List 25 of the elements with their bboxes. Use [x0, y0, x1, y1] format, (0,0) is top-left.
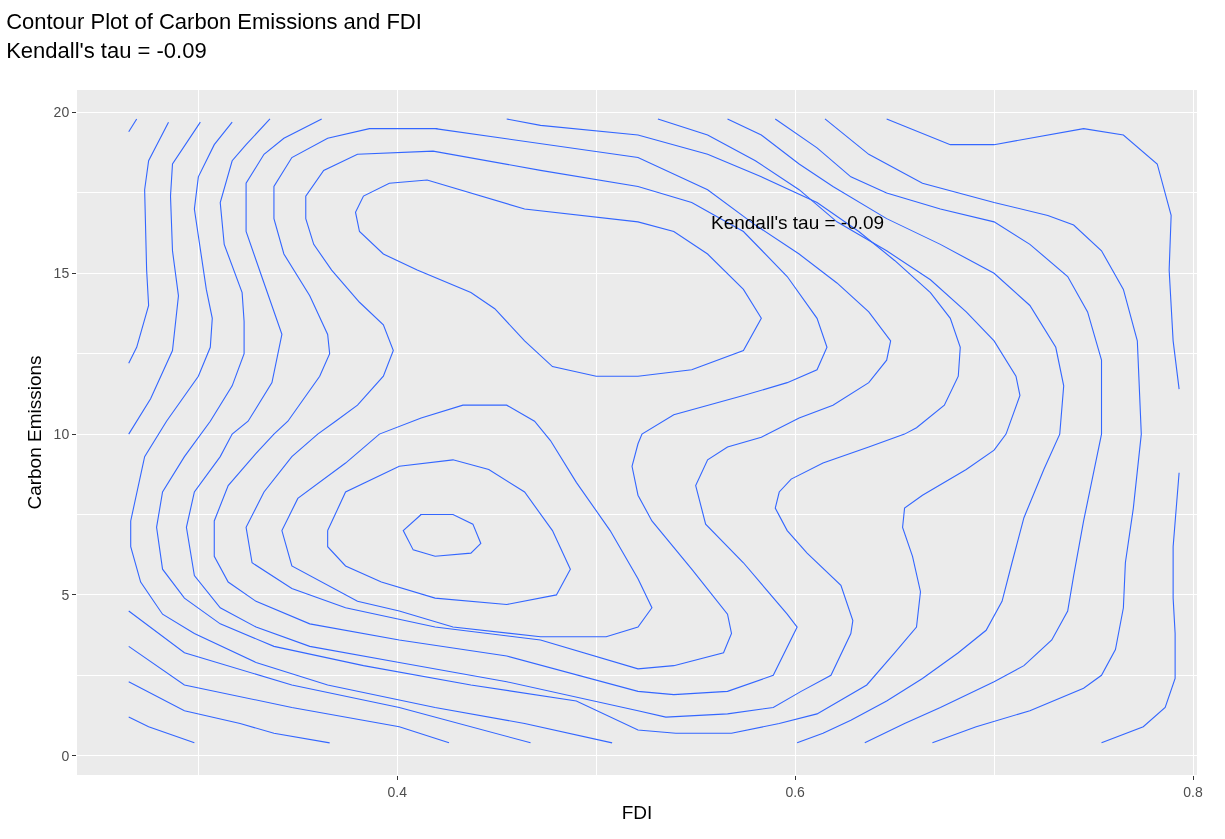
y-axis-title: Carbon Emissions — [24, 355, 46, 510]
line-series — [128, 645, 450, 744]
line-series — [130, 121, 613, 744]
y-tick-label: 5 — [61, 586, 70, 603]
line-series — [128, 610, 532, 744]
line-series — [402, 513, 482, 557]
x-tick-label: 0.8 — [1183, 783, 1203, 800]
line-series — [886, 118, 1180, 390]
y-tick-label: 0 — [61, 747, 70, 764]
line-series — [213, 128, 892, 696]
line-series — [128, 121, 170, 364]
chart-title: Contour Plot of Carbon Emissions and FDI — [6, 9, 422, 35]
x-tick-label: 0.6 — [785, 783, 806, 800]
x-tick-label: 0.4 — [387, 783, 408, 800]
line-series — [1100, 472, 1180, 744]
line-series — [281, 404, 653, 638]
line-series — [327, 459, 571, 606]
y-tick-label: 10 — [53, 426, 70, 443]
line-series — [128, 121, 201, 435]
chart-subtitle: Kendall's tau = -0.09 — [6, 37, 207, 63]
line-series — [824, 118, 1142, 744]
x-axis-title: FDI — [621, 801, 653, 823]
line-series — [128, 681, 331, 744]
y-tick-label: 20 — [53, 104, 70, 121]
y-tick-label: 15 — [53, 265, 70, 282]
